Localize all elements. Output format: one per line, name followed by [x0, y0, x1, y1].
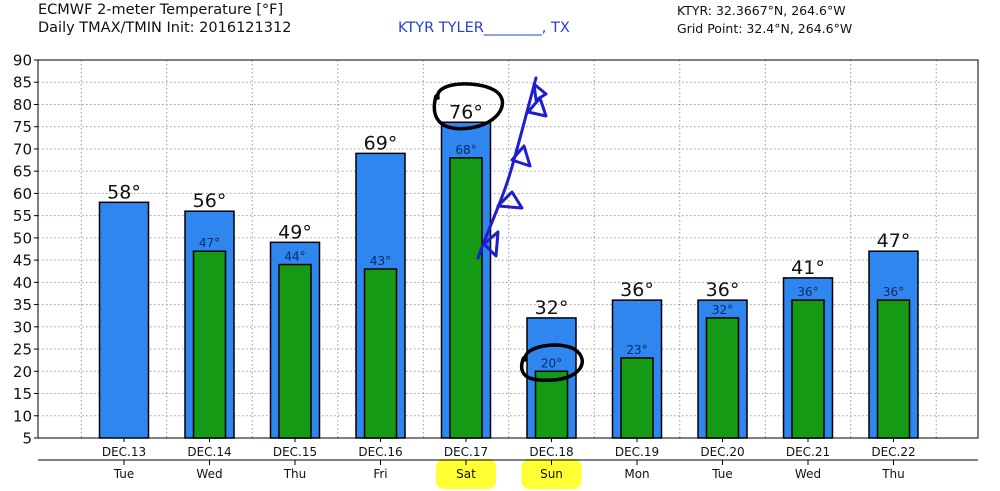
date-label: DEC.18 [529, 445, 573, 459]
weekday-label: Tue [711, 467, 733, 481]
tmax-label: 58° [107, 181, 141, 203]
y-tick-label: 65 [13, 163, 32, 181]
station-coordinates: KTYR: 32.3667°N, 264.6°W [677, 3, 846, 18]
y-tick-label: 15 [13, 385, 32, 403]
y-tick-label: 80 [13, 96, 32, 114]
tmin-label: 43° [370, 254, 391, 268]
y-tick-label: 10 [13, 407, 32, 425]
tmax-label: 41° [791, 257, 825, 279]
day-highlights [436, 459, 582, 489]
weekday-label: Thu [881, 467, 905, 481]
y-tick-label: 5 [22, 430, 32, 448]
tmin-label: 36° [797, 285, 818, 299]
tmin-bar [791, 299, 825, 439]
grid-point-coordinates: Grid Point: 32.4°N, 264.6°W [677, 21, 853, 36]
weekday-label: Wed [196, 467, 222, 481]
tmin-label: 32° [712, 303, 733, 317]
weekday-label: Fri [373, 467, 387, 481]
y-tick-label: 50 [13, 229, 32, 247]
chart-title: ECMWF 2-meter Temperature [°F] [38, 2, 284, 18]
date-label: DEC.19 [615, 445, 659, 459]
highlight-sat [436, 459, 496, 489]
tmin-bar [192, 250, 227, 439]
cold-front-triangle [510, 144, 532, 168]
tmin-label: 36° [883, 285, 904, 299]
tmin-bar [534, 370, 569, 439]
gridlines [38, 59, 978, 438]
tmin-bar [876, 299, 911, 439]
tmax-label: 47° [877, 230, 911, 252]
weekday-label: Tue [113, 467, 135, 481]
chart-subtitle: Daily TMAX/TMIN Init: 2016121312 [38, 20, 292, 36]
weekday-label: Wed [795, 467, 821, 481]
tmin-label: 44° [284, 250, 305, 264]
y-tick-label: 60 [13, 185, 32, 203]
tmin-bar [363, 268, 398, 439]
weekday-label: Thu [283, 467, 307, 481]
y-tick-label: 85 [13, 74, 32, 92]
tmax-label: 56° [193, 190, 227, 212]
weekday-label: Mon [624, 467, 649, 481]
labels: 58° DEC.13 Tue 56° 47° DEC.14 Wed 49° 44° DEC.15 T… [102, 101, 916, 481]
cold-front-triangle [496, 190, 524, 210]
tmax-bar [98, 201, 150, 439]
date-label: DEC.21 [786, 445, 830, 459]
plot-frame [37, 59, 979, 439]
annotations [432, 76, 584, 383]
weekday-label: Sat [456, 467, 476, 481]
tmax-label: 76° [449, 101, 483, 123]
tmin-label: 23° [626, 343, 647, 357]
date-label: DEC.17 [444, 445, 488, 459]
date-label: DEC.15 [273, 445, 317, 459]
cold-front-triangle [532, 82, 548, 102]
circle-annotation-dec17 [432, 82, 505, 131]
y-tick-label: 70 [13, 140, 32, 158]
tmin-bar [705, 317, 740, 439]
cold-front-triangle [526, 96, 548, 118]
date-label: DEC.20 [700, 445, 744, 459]
axes: 5 10 15 20 25 30 35 40 45 50 55 60 65 70 75 80 85 90 [13, 52, 979, 465]
tmin-label: 47° [199, 236, 220, 250]
tmax-label: 69° [364, 132, 398, 154]
tmin-bar [278, 263, 312, 439]
tmax-label: 36° [620, 279, 654, 301]
weekday-label: Sun [540, 467, 563, 481]
tmin-label: 20° [541, 356, 562, 370]
tmin-bar [449, 157, 483, 439]
tmax-label: 32° [535, 297, 569, 319]
station-label: KTYR TYLER________, TX [398, 20, 570, 36]
highlight-sun [521, 459, 582, 489]
y-tick-label: 30 [13, 318, 32, 336]
tmin-bar [620, 357, 654, 439]
cold-front-triangle [482, 230, 500, 258]
y-tick-label: 20 [13, 363, 32, 381]
tmax-label: 49° [278, 221, 312, 243]
y-tick-label: 90 [13, 52, 32, 70]
date-label: DEC.14 [187, 445, 231, 459]
y-tick-label: 75 [13, 118, 32, 136]
tmax-label: 36° [706, 279, 740, 301]
date-label: DEC.22 [871, 445, 915, 459]
y-tick-label: 25 [13, 341, 32, 359]
circle-annotation-dec18 [519, 343, 584, 383]
y-tick-label: 35 [13, 296, 32, 314]
tmin-label: 68° [455, 143, 476, 157]
cold-front-line [476, 76, 538, 260]
y-tick-label: 45 [13, 252, 32, 270]
date-label: DEC.13 [102, 445, 146, 459]
y-tick-label: 40 [13, 274, 32, 292]
bars [98, 121, 919, 439]
date-label: DEC.16 [358, 445, 402, 459]
y-tick-label: 55 [13, 207, 32, 225]
